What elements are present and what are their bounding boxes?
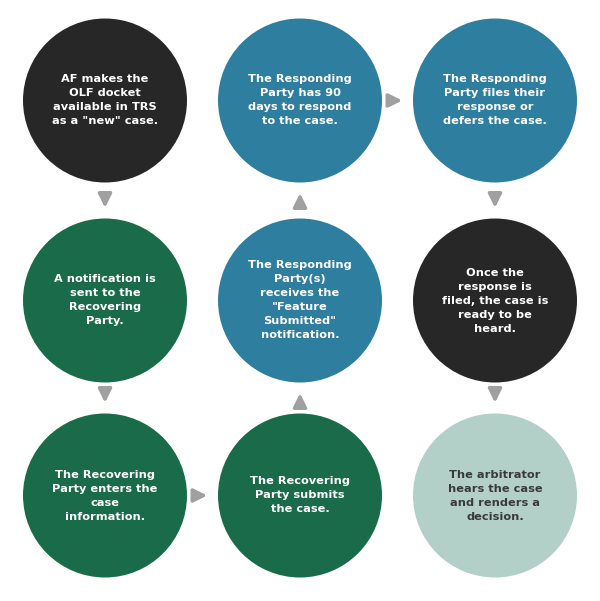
Text: The Recovering
Party enters the
case
information.: The Recovering Party enters the case inf… <box>52 469 158 522</box>
Circle shape <box>413 19 577 183</box>
Circle shape <box>23 413 187 578</box>
Text: Once the
response is
filed, the case is
ready to be
heard.: Once the response is filed, the case is … <box>442 267 548 334</box>
Circle shape <box>23 19 187 183</box>
Text: A notification is
sent to the
Recovering
Party.: A notification is sent to the Recovering… <box>54 275 156 326</box>
Text: The arbitrator
hears the case
and renders a
decision.: The arbitrator hears the case and render… <box>448 469 542 522</box>
Text: The Responding
Party(s)
receives the
"Feature
Submitted"
notification.: The Responding Party(s) receives the "Fe… <box>248 260 352 341</box>
Text: The Recovering
Party submits
the case.: The Recovering Party submits the case. <box>250 477 350 514</box>
Text: AF makes the
OLF docket
available in TRS
as a "new" case.: AF makes the OLF docket available in TRS… <box>52 75 158 126</box>
Text: The Responding
Party has 90
days to respond
to the case.: The Responding Party has 90 days to resp… <box>248 75 352 126</box>
Text: The Responding
Party files their
response or
defers the case.: The Responding Party files their respons… <box>443 75 547 126</box>
Circle shape <box>413 219 577 382</box>
Circle shape <box>218 413 382 578</box>
Circle shape <box>218 19 382 183</box>
Circle shape <box>23 219 187 382</box>
Circle shape <box>413 413 577 578</box>
Circle shape <box>218 219 382 382</box>
